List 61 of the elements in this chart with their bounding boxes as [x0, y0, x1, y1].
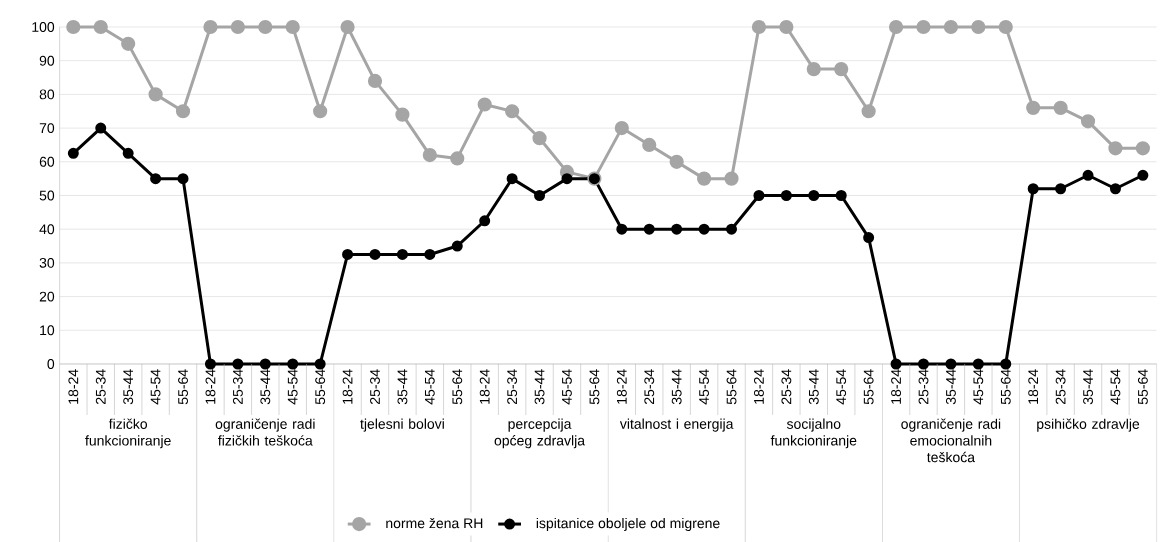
x-tick-label: 18-24	[1028, 369, 1039, 404]
y-tick-label: 40	[39, 224, 55, 235]
x-tick-label: 25-34	[507, 369, 518, 404]
x-tick-label: 45-54	[699, 369, 709, 405]
x-tick-label: 25-34	[1055, 369, 1066, 404]
x-tick-label: 18-24	[479, 369, 490, 404]
legend-label: ispitanice oboljele od migrene	[536, 517, 720, 531]
x-tick-label: 55-64	[452, 369, 463, 405]
x-tick-label: 25-34	[644, 369, 655, 404]
x-tick-label: 45-54	[562, 369, 572, 405]
x-tick-label: 35-44	[945, 369, 956, 405]
x-tick-label: 18-24	[616, 369, 627, 404]
y-tick-label: 10	[40, 325, 55, 336]
x-tick-label: 55-64	[589, 369, 600, 405]
text: percepcija općeg zdravlja	[494, 418, 586, 449]
y-tick-label: 100	[32, 21, 55, 32]
x-tick-label: 55-64	[863, 369, 874, 405]
y-tick-label: 30	[39, 257, 55, 268]
x-tick-label: 35-44	[671, 369, 682, 405]
x-tick-label: 25-34	[370, 369, 380, 404]
x-tick-label: 25-34	[918, 369, 929, 404]
x-tick-label: 55-64	[726, 369, 737, 405]
x-tick-label: 35-44	[260, 369, 271, 405]
x-tick-label: 35-44	[123, 369, 134, 405]
x-tick-label: 18-24	[205, 369, 216, 404]
x-tick-label: 45-54	[287, 369, 298, 405]
y-tick-label: 0	[47, 358, 55, 369]
y-tick-label: 20	[39, 291, 55, 302]
legend-label: norme žena RH	[386, 517, 483, 529]
y-tick-label: 50	[39, 190, 55, 201]
x-tick-label: 45-54	[973, 369, 984, 405]
text: ograničenje radi fizičkih teškoća	[215, 418, 315, 446]
x-tick-label: 18-24	[891, 369, 902, 404]
text: ograničenje radi emocionalnih teškoća	[901, 418, 1001, 463]
text: tjelesni bolovi	[360, 418, 444, 432]
x-tick-label: 35-44	[397, 369, 408, 405]
x-tick-label: 55-64	[1137, 369, 1148, 405]
x-tick-label: 35-44	[1083, 369, 1093, 405]
text: psihičko zdravlje	[1037, 418, 1140, 432]
x-tick-label: 55-64	[178, 369, 188, 405]
x-tick-label: 55-64	[1000, 369, 1011, 405]
x-tick-label: 25-34	[95, 369, 106, 404]
x-tick-label: 25-34	[232, 369, 243, 404]
y-tick-label: 90	[39, 55, 55, 66]
x-tick-label: 25-34	[781, 369, 792, 404]
x-tick-label: 45-54	[836, 369, 847, 405]
x-tick-label: 45-54	[1110, 369, 1121, 405]
text: vitalnost i energija	[619, 418, 734, 432]
x-tick-label: 45-54	[424, 369, 435, 405]
x-tick-label: 18-24	[342, 369, 353, 404]
text: fizičko funkcioniranje	[85, 418, 171, 449]
x-tick-label: 35-44	[534, 369, 545, 405]
x-tick-label: 35-44	[808, 369, 819, 405]
x-tick-label: 18-24	[753, 369, 764, 404]
x-tick-label: 18-24	[68, 369, 79, 404]
y-tick-label: 60	[39, 156, 55, 167]
x-tick-label: 55-64	[315, 369, 326, 405]
y-tick-label: 80	[39, 89, 55, 100]
y-tick-label: 70	[39, 123, 55, 133]
text: socijalno funkcioniranje	[770, 418, 857, 449]
x-tick-label: 45-54	[150, 369, 161, 405]
